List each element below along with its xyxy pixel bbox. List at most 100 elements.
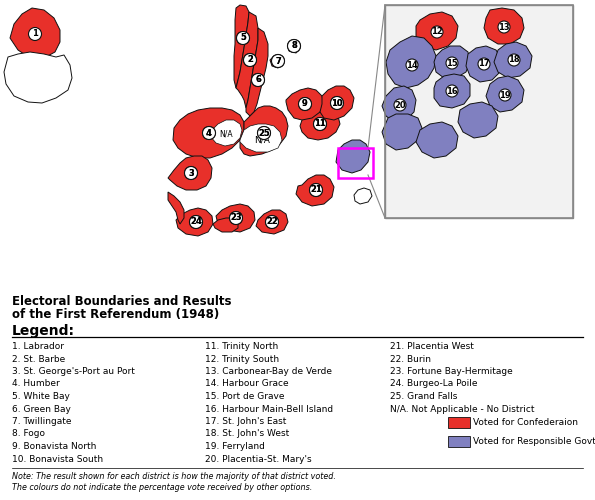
Text: 13: 13 [498,22,510,32]
Polygon shape [168,156,212,190]
Polygon shape [416,12,458,50]
Text: Electoral Boundaries and Results: Electoral Boundaries and Results [12,295,231,308]
Polygon shape [213,218,238,232]
Text: 18: 18 [508,56,520,64]
Text: 10: 10 [331,98,343,108]
Text: 6: 6 [255,76,261,84]
Polygon shape [176,208,213,236]
Polygon shape [416,122,458,158]
Text: 17: 17 [478,60,490,68]
Text: 17. St. John's East: 17. St. John's East [205,417,286,426]
Circle shape [265,216,278,228]
Text: 6: 6 [255,76,261,84]
Circle shape [189,216,202,228]
Text: N/A: N/A [219,130,233,138]
Polygon shape [300,108,340,140]
Polygon shape [494,42,532,78]
Text: 25: 25 [258,128,270,138]
Circle shape [252,74,265,86]
Polygon shape [4,52,72,103]
Text: 19: 19 [499,90,511,100]
Polygon shape [270,56,282,68]
Circle shape [309,184,322,196]
Text: 21. Placentia West: 21. Placentia West [390,342,474,351]
Text: 12. Trinity South: 12. Trinity South [205,354,279,364]
Bar [385,5,573,218]
Text: 4: 4 [206,128,212,138]
Polygon shape [234,5,249,88]
Text: 24: 24 [190,218,202,226]
Text: 20: 20 [394,100,406,110]
Circle shape [478,58,490,70]
Text: 11: 11 [314,120,326,128]
Text: 5: 5 [240,34,246,42]
Circle shape [330,96,343,110]
Text: 2: 2 [247,56,253,64]
Text: 3. St. George's-Port au Port: 3. St. George's-Port au Port [12,367,135,376]
Text: 20. Placentia-St. Mary's: 20. Placentia-St. Mary's [205,454,312,464]
Circle shape [252,74,265,86]
Text: 25: 25 [258,128,270,138]
Circle shape [189,216,202,228]
Text: 22: 22 [266,218,278,226]
Polygon shape [210,120,242,146]
Circle shape [184,166,198,179]
Text: 15: 15 [446,58,458,68]
Text: 13. Carbonear-Bay de Verde: 13. Carbonear-Bay de Verde [205,367,332,376]
Circle shape [230,212,243,224]
Bar [338,148,373,178]
Circle shape [202,126,215,140]
Circle shape [236,32,249,44]
Text: 2. St. Barbe: 2. St. Barbe [12,354,65,364]
Text: 9: 9 [302,100,308,108]
Polygon shape [286,88,324,120]
Polygon shape [354,188,372,204]
Text: 3: 3 [188,168,194,177]
Text: 21: 21 [310,186,322,194]
Polygon shape [288,40,300,53]
Circle shape [243,54,256,66]
Polygon shape [382,86,416,122]
Circle shape [271,54,284,68]
Polygon shape [168,192,184,224]
Text: 23: 23 [230,214,242,222]
Text: 16: 16 [446,86,458,96]
Polygon shape [10,8,60,58]
Text: 24: 24 [190,218,202,226]
Polygon shape [320,86,354,120]
Text: Voted for Confederaion: Voted for Confederaion [473,418,578,427]
Circle shape [202,126,215,140]
Polygon shape [458,102,498,138]
Circle shape [499,89,511,101]
Text: 15. Port de Grave: 15. Port de Grave [205,392,284,401]
Polygon shape [240,124,282,152]
Text: 22. Burin: 22. Burin [390,354,431,364]
Polygon shape [240,106,288,156]
Text: 23: 23 [230,214,242,222]
Polygon shape [256,210,288,234]
Text: 23. Fortune Bay-Hermitage: 23. Fortune Bay-Hermitage [390,367,513,376]
Circle shape [446,57,458,69]
Text: 3: 3 [188,168,194,177]
Circle shape [406,59,418,71]
Circle shape [271,54,284,68]
Text: 11. Trinity North: 11. Trinity North [205,342,278,351]
Polygon shape [386,36,436,88]
Text: 1. Labrador: 1. Labrador [12,342,64,351]
Text: 14. Harbour Grace: 14. Harbour Grace [205,380,289,388]
Polygon shape [336,140,370,173]
Polygon shape [484,8,524,44]
Text: of the First Referendum (1948): of the First Referendum (1948) [12,308,219,321]
Text: 4. Humber: 4. Humber [12,380,60,388]
Circle shape [299,98,312,110]
Circle shape [287,40,300,52]
Circle shape [314,118,327,130]
Text: N/A. Not Applicable - No District: N/A. Not Applicable - No District [390,404,534,413]
Text: 1: 1 [32,30,38,38]
Text: 10. Bonavista South: 10. Bonavista South [12,454,103,464]
Text: 16. Harbour Main-Bell Island: 16. Harbour Main-Bell Island [205,404,333,413]
Circle shape [431,26,443,38]
Text: 22: 22 [266,218,278,226]
Circle shape [446,85,458,97]
Text: 8: 8 [291,42,297,50]
